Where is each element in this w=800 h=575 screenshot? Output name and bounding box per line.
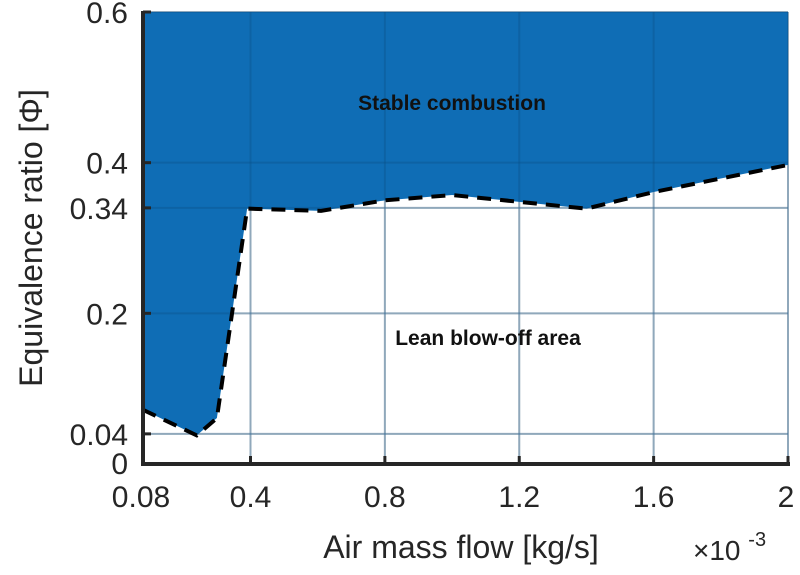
lean-blowoff-boundary-line xyxy=(142,162,789,438)
y-axis-title: Equivalence ratio [Φ] xyxy=(13,89,49,387)
x-tick-labels: 0.08 0.4 0.8 1.2 1.6 2 xyxy=(112,481,795,514)
y-tick-label: 0 xyxy=(111,448,128,481)
x-tick-label: 1.2 xyxy=(498,481,540,514)
x-tick-label: 0.4 xyxy=(230,481,272,514)
x-tick-label: 0.8 xyxy=(364,481,406,514)
y-tick-labels: 00.04 0.2 0.34 0.4 0.6 xyxy=(70,0,128,481)
y-tick-label: 0.34 xyxy=(70,193,128,226)
y-tick-label: 0.6 xyxy=(86,0,128,30)
stable-combustion-label: Stable combustion xyxy=(358,92,546,115)
y-tick-label: 0.2 xyxy=(86,298,128,331)
y-tick-label: 0.04 xyxy=(70,419,128,452)
axes xyxy=(141,10,790,466)
grid-lines-over-fill xyxy=(143,11,789,464)
lean-blowoff-label: Lean blow-off area xyxy=(395,327,581,350)
x-tick-label: 1.6 xyxy=(633,481,675,514)
x-exponent-power: -3 xyxy=(748,529,766,551)
y-tick-label: 0.4 xyxy=(86,148,128,181)
x-tick-label: 0.08 xyxy=(112,481,170,514)
x-exponent-base: ×10 xyxy=(693,535,741,566)
x-exponent-label: ×10 -3 xyxy=(693,529,766,566)
x-axis-title: Air mass flow [kg/s] xyxy=(323,529,599,565)
x-tick-label: 2 xyxy=(778,481,795,514)
stable-combustion-region xyxy=(143,12,788,436)
